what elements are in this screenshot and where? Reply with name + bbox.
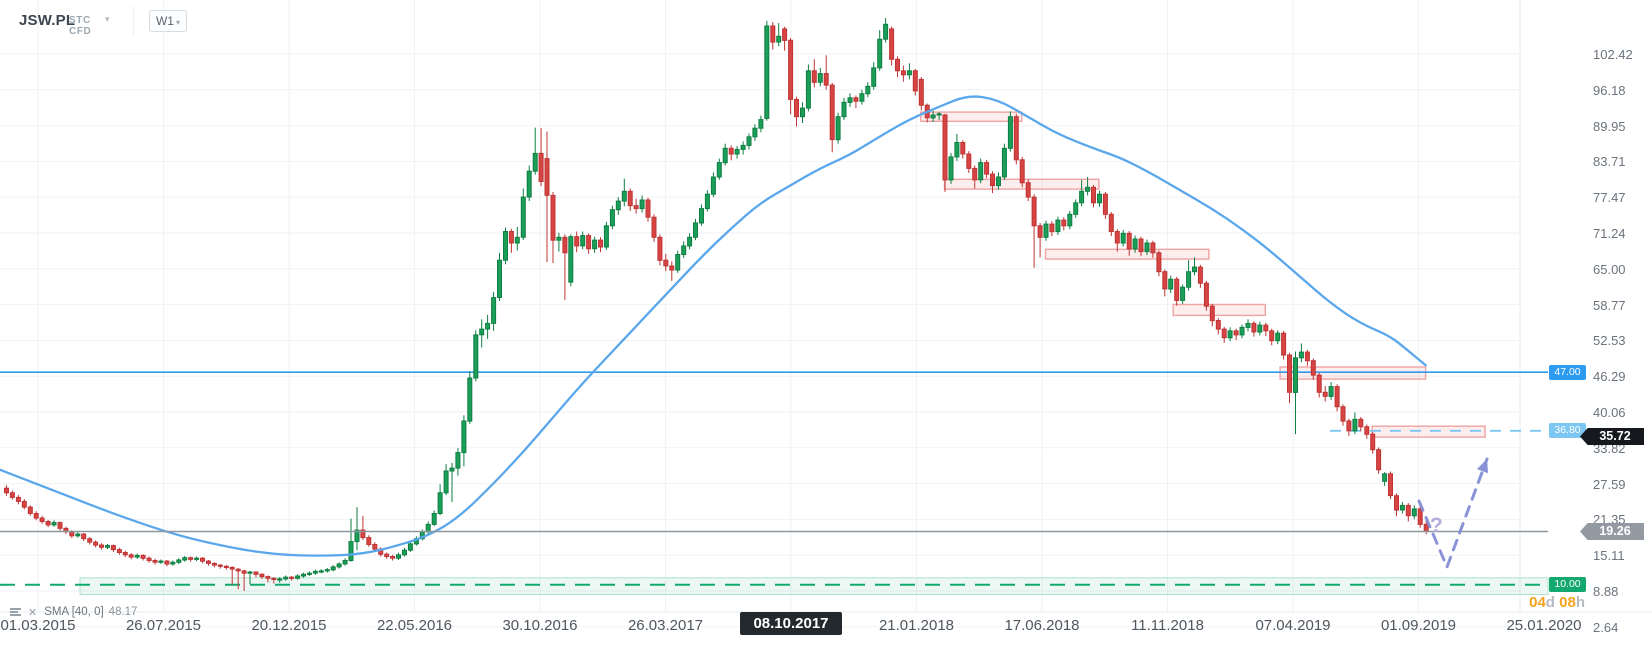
x-axis-date-label[interactable]: 01.09.2019 xyxy=(1380,617,1457,634)
chevron-down-icon[interactable]: ▾ xyxy=(105,14,110,24)
indicator-legend: ✕ SMA [40, 0] 48.17 xyxy=(10,604,137,620)
x-axis-date-label[interactable]: 11.11.2018 xyxy=(1131,617,1204,634)
y-axis-tick[interactable]: 2.64 xyxy=(1593,619,1619,635)
chevron-down-icon: ▾ xyxy=(175,18,180,27)
candle-close-countdown: 04d 08h xyxy=(1505,594,1585,611)
countdown-days-unit: d xyxy=(1545,594,1555,611)
y-axis-tick[interactable]: 102.42 xyxy=(1593,47,1633,62)
y-axis-tick[interactable]: 71.24 xyxy=(1593,226,1626,241)
x-axis-date-label[interactable]: 26.07.2015 xyxy=(125,617,202,634)
highlighted-date-label: 08.10.2017 xyxy=(740,612,842,635)
y-axis-tick[interactable]: 58.77 xyxy=(1593,297,1626,313)
indicator-remove-icon[interactable]: ✕ xyxy=(28,606,38,619)
y-axis-tick[interactable]: 65.00 xyxy=(1593,261,1626,277)
countdown-hours-unit: h xyxy=(1575,594,1585,611)
instrument-type-label: STC CFD xyxy=(69,15,92,37)
x-axis-date-label[interactable]: 20.12.2015 xyxy=(251,617,327,634)
x-axis-date-label[interactable]: 26.03.2017 xyxy=(627,617,704,634)
y-axis-tick[interactable]: 96.18 xyxy=(1593,82,1626,98)
price-line-tag-47[interactable]: 47.00 xyxy=(1549,365,1586,380)
y-axis-tick[interactable]: 52.53 xyxy=(1593,333,1626,349)
instrument-symbol[interactable]: JSW.PL xyxy=(19,12,76,29)
x-axis-date-label[interactable]: 25.01.2020 xyxy=(1506,617,1582,634)
x-axis-date-label[interactable]: 21.01.2018 xyxy=(878,617,955,634)
y-axis-tick[interactable]: 8.88 xyxy=(1593,584,1619,599)
y-axis-tick[interactable]: 40.06 xyxy=(1593,405,1626,420)
y-axis-tick[interactable]: 77.47 xyxy=(1593,190,1626,206)
x-axis-date-label[interactable]: 01.03.2015 xyxy=(0,617,76,634)
toolbar-divider xyxy=(133,6,134,36)
countdown-days: 04 xyxy=(1529,594,1546,611)
last-price-tag: 35.72 xyxy=(1580,428,1644,445)
annotation-question-mark[interactable]: ? xyxy=(1430,514,1443,537)
current-price-tag: 19.26 xyxy=(1580,523,1644,540)
indicator-label: SMA [40, 0] xyxy=(44,606,104,618)
y-axis-tick[interactable]: 15.11 xyxy=(1593,548,1625,564)
x-axis-date-label[interactable]: 07.04.2019 xyxy=(1255,617,1331,634)
timeframe-value: W1 xyxy=(155,14,174,28)
y-axis-tick[interactable]: 89.95 xyxy=(1593,118,1626,134)
countdown-hours: 08 xyxy=(1559,594,1576,611)
indicator-panel-icon[interactable] xyxy=(10,607,21,617)
indicator-value: 48.17 xyxy=(108,606,138,618)
price-line-tag-1000[interactable]: 10.00 xyxy=(1549,577,1586,592)
timeframe-dropdown[interactable]: W1 ▾ xyxy=(149,10,187,32)
y-axis-tick[interactable]: 46.29 xyxy=(1593,369,1626,385)
arrowhead xyxy=(1476,459,1489,474)
y-axis-tick[interactable]: 83.71 xyxy=(1593,154,1626,170)
arrow-annotation xyxy=(1417,457,1489,569)
x-axis-date-label[interactable]: 22.05.2016 xyxy=(376,617,453,634)
x-axis-date-label[interactable]: 17.06.2018 xyxy=(1004,617,1080,634)
y-axis-tick[interactable]: 27.59 xyxy=(1593,476,1626,492)
sma-line xyxy=(0,95,1427,557)
price-line-tag-3680[interactable]: 36.80 xyxy=(1549,423,1586,438)
x-axis-date-label[interactable]: 30.10.2016 xyxy=(502,617,578,634)
x-axis-date-label[interactable]: 08.10.2017 xyxy=(726,612,856,635)
